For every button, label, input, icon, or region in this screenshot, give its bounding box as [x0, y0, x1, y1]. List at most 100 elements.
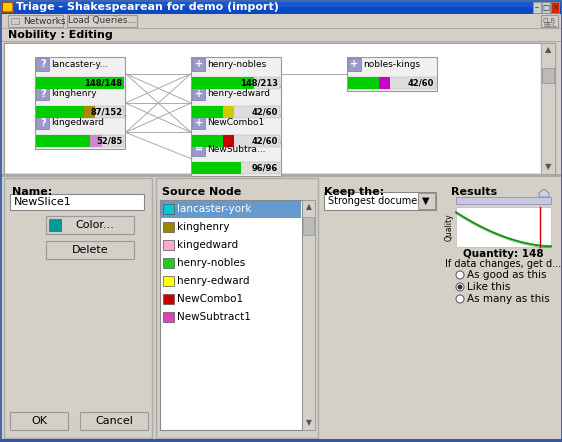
Text: lancaster-y...: lancaster-y...	[52, 60, 108, 69]
Text: Strongest documents: Strongest documents	[328, 196, 433, 206]
Bar	[347, 57, 437, 91]
Bar	[192, 76, 254, 88]
Bar	[4, 43, 555, 174]
Text: =: =	[194, 144, 203, 154]
Circle shape	[456, 271, 464, 279]
Bar	[223, 106, 234, 118]
Text: CLR: CLR	[543, 18, 556, 24]
Bar	[348, 76, 436, 88]
Text: Load Queries...: Load Queries...	[68, 16, 136, 26]
Bar	[163, 312, 174, 322]
Bar	[37, 76, 124, 88]
Bar	[192, 136, 223, 148]
Text: –: –	[535, 3, 539, 12]
Text: Quality: Quality	[445, 213, 454, 241]
Bar	[161, 201, 301, 218]
Bar	[192, 87, 205, 100]
Bar	[192, 162, 280, 174]
Circle shape	[456, 295, 464, 303]
Bar	[192, 106, 223, 118]
Text: If data changes, get d...: If data changes, get d...	[446, 259, 561, 269]
Text: 148/148: 148/148	[84, 78, 123, 87]
Text: ▼: ▼	[545, 163, 551, 171]
Bar	[163, 240, 174, 250]
Text: ?: ?	[40, 59, 46, 69]
Text: Like this: Like this	[467, 282, 510, 292]
Text: +: +	[350, 59, 359, 69]
Text: Triage - Shakespearean for demo (import): Triage - Shakespearean for demo (import)	[16, 2, 279, 12]
Text: kingedward: kingedward	[52, 118, 105, 127]
Text: BEL: BEL	[543, 22, 556, 28]
Bar	[348, 57, 361, 71]
Bar	[46, 216, 134, 234]
Text: NewSubtract1: NewSubtract1	[177, 312, 251, 322]
Bar	[10, 194, 144, 210]
Text: NewCombo1: NewCombo1	[207, 118, 264, 127]
Text: 42/60: 42/60	[252, 137, 278, 146]
Bar	[37, 136, 124, 148]
Text: Cancel: Cancel	[95, 416, 133, 426]
Bar	[3, 3, 12, 11]
Text: lancaster-york: lancaster-york	[177, 204, 252, 214]
Bar	[302, 200, 315, 430]
Bar	[192, 117, 205, 130]
Bar	[324, 192, 436, 210]
Bar	[0, 14, 562, 28]
Text: nobles-kings: nobles-kings	[363, 60, 420, 69]
Bar	[67, 15, 137, 27]
Bar	[0, 0, 562, 14]
Bar	[2, 2, 13, 12]
Text: OK: OK	[31, 416, 47, 426]
Text: ?: ?	[40, 118, 46, 128]
Bar	[456, 197, 551, 204]
Bar	[37, 117, 49, 130]
Text: Source Node: Source Node	[162, 187, 241, 197]
Text: kingedward: kingedward	[177, 240, 238, 250]
Text: kinghenry: kinghenry	[177, 222, 229, 232]
Text: NewSubtra...: NewSubtra...	[207, 145, 266, 154]
Bar	[542, 2, 550, 13]
Bar	[160, 200, 302, 430]
Text: +: +	[194, 59, 203, 69]
Bar	[35, 57, 125, 91]
Bar	[192, 136, 280, 148]
Bar	[37, 106, 84, 118]
Bar	[37, 87, 49, 100]
Text: 52/85: 52/85	[96, 137, 123, 146]
Text: +: +	[194, 88, 203, 99]
Bar	[35, 86, 125, 120]
Bar	[37, 106, 124, 118]
Bar	[4, 178, 152, 438]
Bar	[348, 76, 379, 88]
Text: ▲: ▲	[545, 46, 551, 54]
Bar	[191, 141, 281, 175]
Text: ▼: ▼	[306, 419, 311, 427]
Bar	[223, 136, 234, 148]
Bar	[542, 68, 554, 83]
Text: +: +	[194, 118, 203, 128]
Text: □: □	[542, 3, 550, 12]
Text: NewCombo1: NewCombo1	[177, 294, 243, 304]
Text: 148/213: 148/213	[240, 78, 278, 87]
Bar	[163, 258, 174, 268]
Bar	[0, 174, 562, 177]
Bar	[0, 41, 562, 42]
Bar	[0, 0, 562, 7]
Bar	[49, 219, 61, 231]
Text: henry-edward: henry-edward	[177, 276, 250, 286]
Bar	[191, 115, 281, 149]
Text: Color...: Color...	[75, 220, 115, 230]
Text: 87/152: 87/152	[90, 107, 123, 117]
Bar	[37, 57, 49, 71]
Text: Quantity: 148: Quantity: 148	[463, 249, 544, 259]
Bar	[163, 276, 174, 286]
Text: 96/96: 96/96	[252, 163, 278, 172]
Bar	[37, 136, 90, 148]
Bar	[0, 177, 562, 442]
Text: henry-nobles: henry-nobles	[177, 258, 245, 268]
Bar	[46, 241, 134, 259]
Bar	[456, 207, 551, 247]
Bar	[163, 222, 174, 232]
Text: ▲: ▲	[306, 202, 311, 212]
Text: Nobility : Editing: Nobility : Editing	[8, 30, 113, 40]
